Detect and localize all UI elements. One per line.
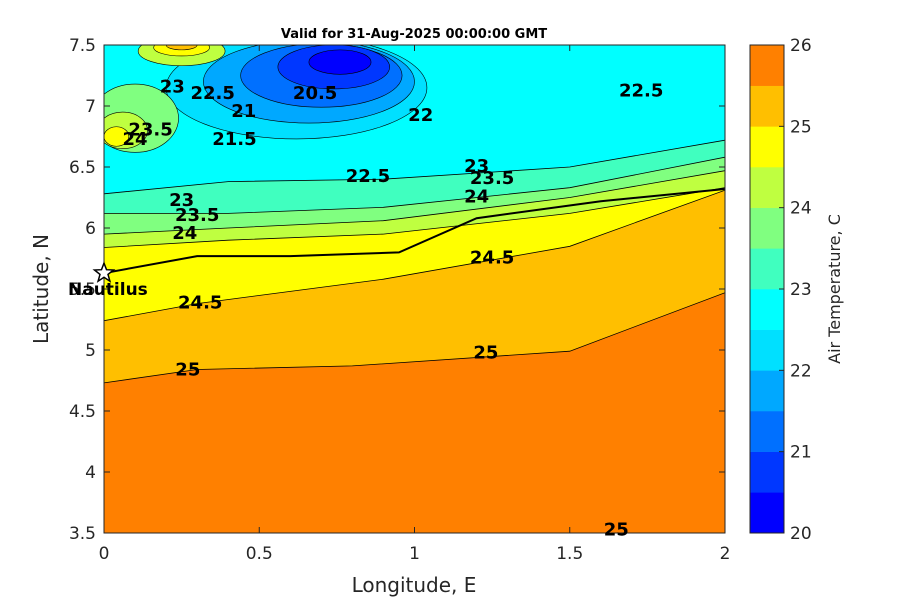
contour-label-nw-1: 23.5: [128, 119, 172, 140]
y-tick-label: 5.5: [69, 280, 96, 300]
contour-label-24.5-0: 24.5: [178, 293, 222, 314]
contour-label-22.5-ne: 22.5: [619, 80, 663, 101]
warm-core-2: [104, 126, 130, 147]
colorbar-swatch: [750, 45, 784, 86]
x-axis-label: Longitude, E: [352, 573, 477, 597]
colorbar-swatch: [750, 289, 784, 330]
y-tick-label: 4: [85, 463, 96, 483]
contour-label-23-0: 23: [169, 190, 194, 211]
y-tick-label: 4.5: [69, 402, 96, 422]
colorbar-swatch: [750, 329, 784, 371]
x-tick-label: 0: [99, 544, 110, 564]
colorbar-tick-label: 21: [790, 443, 812, 463]
colorbar-swatch: [750, 370, 784, 412]
y-tick-label: 6: [85, 219, 96, 239]
plot-area: [104, 45, 725, 533]
x-tick-label: 0.5: [246, 544, 273, 564]
contour-label-bottom-0: 25: [604, 520, 629, 541]
contour-line-24.5: [104, 189, 725, 322]
y-tick-label: 3.5: [69, 524, 96, 544]
colorbar-swatch: [750, 451, 784, 493]
y-tick-label: 5: [85, 341, 96, 361]
contour-label-nw-3: 22.5: [190, 83, 234, 104]
colorbar-tick-label: 20: [790, 524, 812, 544]
contour-label-22.5-0: 22.5: [346, 166, 390, 187]
y-tick-label: 6.5: [69, 158, 96, 178]
x-axis-ticks: 0 0.5 1 1.5 2: [99, 45, 731, 564]
y-axis-ticks: 3.5 4 4.5 5 5.5 6 6.5 7 7.5: [69, 36, 725, 544]
colorbar-tick-label: 24: [790, 199, 812, 219]
contour-labels: 252524.524.5242423.523.5232322.522252323…: [123, 77, 664, 541]
contour-fills: [104, 45, 725, 533]
contour-label-nw-5: 21.5: [212, 129, 256, 150]
x-tick-label: 1: [409, 544, 420, 564]
contour-label-24-1: 24: [464, 187, 489, 208]
cold-core-4: [308, 49, 372, 75]
marker-label: Nautilus: [68, 280, 148, 300]
contour-label-23.5-1: 23.5: [470, 168, 514, 189]
contour-label-23-1: 23: [464, 156, 489, 177]
contour-line-24: [104, 187, 725, 248]
colorbar-swatch: [750, 85, 784, 127]
contour-label-24-0: 24: [172, 223, 197, 244]
contour-label-nw-4: 21: [231, 101, 256, 122]
colorbar-tick-label: 23: [790, 280, 812, 300]
contour-label-nw-0: 23: [160, 77, 185, 98]
contour-label-nw-6: 20.5: [293, 83, 337, 104]
y-tick-label: 7: [85, 97, 96, 117]
chart-title: Valid for 31-Aug-2025 00:00:00 GMT: [281, 27, 547, 42]
colorbar-tick-label: 25: [790, 117, 812, 137]
front-line: [104, 188, 725, 275]
colorbar-swatch: [750, 411, 784, 452]
star-icon: [92, 260, 116, 283]
warm-core-5: [165, 45, 198, 51]
x-tick-label: 1.5: [556, 544, 583, 564]
y-axis-label: Latitude, N: [29, 234, 53, 344]
colorbar-tick-label: 22: [790, 361, 812, 381]
station-marker: Nautilus: [68, 260, 148, 300]
y-tick-label: 7.5: [69, 36, 96, 56]
band-25: [104, 292, 725, 533]
colorbar-swatch: [750, 492, 784, 534]
contour-line-23.5: [104, 170, 725, 235]
contour-line-22.5: [104, 139, 725, 195]
warm-core-4: [153, 45, 210, 57]
colorbar: 20 21 22 23 24 25 26: [749, 36, 812, 544]
northwest-feature: [104, 45, 428, 153]
contour-label-25-0: 25: [175, 360, 200, 381]
x-tick-label: 2: [720, 544, 731, 564]
colorbar-swatch: [750, 248, 784, 290]
contour-label-25-1: 25: [473, 343, 498, 364]
contour-line-23: [104, 156, 725, 214]
contour-label-22-0: 22: [408, 105, 433, 126]
contour-label-nw-2: 24: [123, 129, 148, 150]
contour-label-23.5-0: 23.5: [175, 205, 219, 226]
colorbar-swatch: [750, 126, 784, 168]
colorbar-swatch: [750, 167, 784, 208]
colorbar-swatch: [750, 207, 784, 249]
colorbar-tick-label: 26: [790, 36, 812, 56]
contour-lines: [104, 45, 725, 384]
contour-label-24.5-1: 24.5: [470, 248, 514, 269]
contour-line-25: [104, 292, 725, 384]
colorbar-label: Air Temperature, C: [825, 214, 844, 364]
